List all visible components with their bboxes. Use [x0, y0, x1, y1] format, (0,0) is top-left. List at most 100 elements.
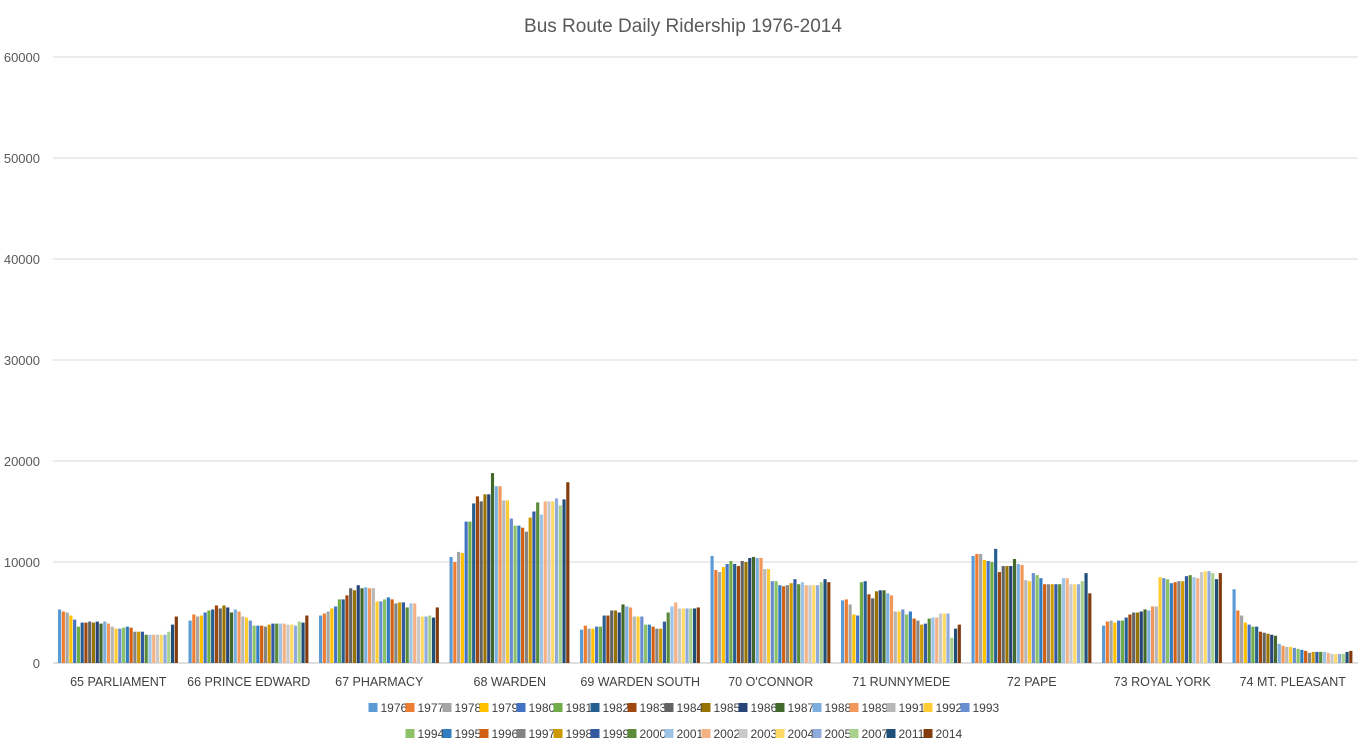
bar: [610, 610, 614, 663]
bar: [644, 624, 648, 663]
bar: [971, 555, 975, 663]
bar: [844, 599, 848, 663]
bar: [1158, 577, 1162, 663]
legend-swatch: [590, 729, 600, 738]
bar: [1005, 566, 1009, 663]
bar: [718, 572, 722, 663]
legend-label: 1992: [936, 701, 963, 715]
bar: [360, 588, 364, 663]
bar: [203, 612, 207, 663]
bar: [677, 608, 682, 663]
bar: [1035, 575, 1039, 663]
bar: [539, 514, 544, 663]
bar: [1001, 566, 1005, 663]
x-tick-label: 66 PRINCE EDWARD: [187, 675, 310, 689]
bar: [1281, 645, 1285, 663]
bar: [137, 631, 141, 663]
y-tick-label: 40000: [4, 252, 40, 267]
bar: [819, 582, 823, 663]
bar: [293, 625, 298, 663]
bar: [509, 518, 513, 663]
bar: [159, 634, 163, 663]
bar: [1292, 647, 1296, 663]
bar: [1330, 653, 1334, 663]
legend-swatch: [553, 729, 563, 738]
bar: [229, 612, 234, 663]
bar: [237, 611, 241, 663]
bar: [319, 615, 323, 663]
y-tick-label: 20000: [4, 454, 40, 469]
legend-label: 1981: [566, 701, 593, 715]
x-tick-label: 70 O'CONNOR: [728, 675, 813, 689]
bar: [297, 621, 301, 663]
bar: [1166, 579, 1170, 663]
bar: [927, 618, 931, 663]
bar: [140, 631, 145, 663]
bar: [263, 626, 267, 663]
bar: [1046, 584, 1050, 663]
bar: [1024, 580, 1028, 663]
bar: [863, 581, 867, 663]
legend-label: 1987: [788, 701, 815, 715]
bar: [912, 618, 916, 663]
bar: [1143, 609, 1147, 663]
bar: [1135, 612, 1140, 663]
bar: [1296, 648, 1300, 663]
bar: [460, 552, 464, 663]
bar: [1345, 651, 1349, 663]
bar: [334, 606, 338, 663]
bar: [1326, 652, 1330, 663]
bar: [827, 582, 831, 663]
bar: [61, 611, 65, 663]
legend-swatch: [960, 703, 970, 712]
bar: [886, 593, 890, 663]
bar: [69, 615, 73, 663]
bar: [305, 615, 309, 663]
legend: 1976 1977 1978 1979 1980 1981 1982 1983 1984 1985…: [368, 701, 1000, 741]
bar: [413, 603, 417, 663]
bar: [1337, 653, 1342, 663]
legend-swatch: [775, 703, 785, 712]
bar: [118, 628, 122, 663]
bar: [770, 581, 774, 663]
bar: [640, 616, 644, 663]
bar: [1009, 566, 1013, 663]
bar: [188, 620, 192, 663]
bar: [916, 620, 920, 663]
bar: [804, 585, 808, 663]
bar: [740, 560, 744, 663]
bar: [931, 617, 935, 663]
bar: [457, 551, 461, 663]
legend-label: 1996: [492, 727, 519, 741]
bar: [778, 585, 782, 663]
bar: [211, 609, 215, 663]
legend-swatch: [701, 729, 711, 738]
bar: [748, 557, 752, 663]
bar: [517, 525, 521, 663]
legend-label: 2005: [825, 727, 852, 741]
bar: [856, 615, 860, 663]
bar: [938, 613, 943, 663]
bar: [498, 486, 502, 663]
bar: [1192, 577, 1196, 663]
bar: [1218, 573, 1222, 663]
bar: [513, 525, 517, 663]
legend-swatch: [886, 703, 896, 712]
bar: [125, 626, 129, 663]
bar: [1207, 571, 1211, 663]
bar: [106, 623, 111, 663]
bar: [1181, 581, 1185, 663]
bar: [1016, 564, 1020, 663]
bar: [1132, 612, 1136, 663]
bar: [475, 496, 480, 663]
bar: [226, 607, 230, 663]
bar: [957, 624, 961, 663]
legend-label: 1986: [751, 701, 778, 715]
bar: [1255, 626, 1259, 663]
legend-swatch: [553, 703, 563, 712]
bar: [1139, 611, 1143, 663]
bar: [80, 622, 84, 663]
legend-swatch: [849, 729, 859, 738]
gridlines: [53, 56, 1358, 664]
y-tick-label: 30000: [4, 353, 40, 368]
